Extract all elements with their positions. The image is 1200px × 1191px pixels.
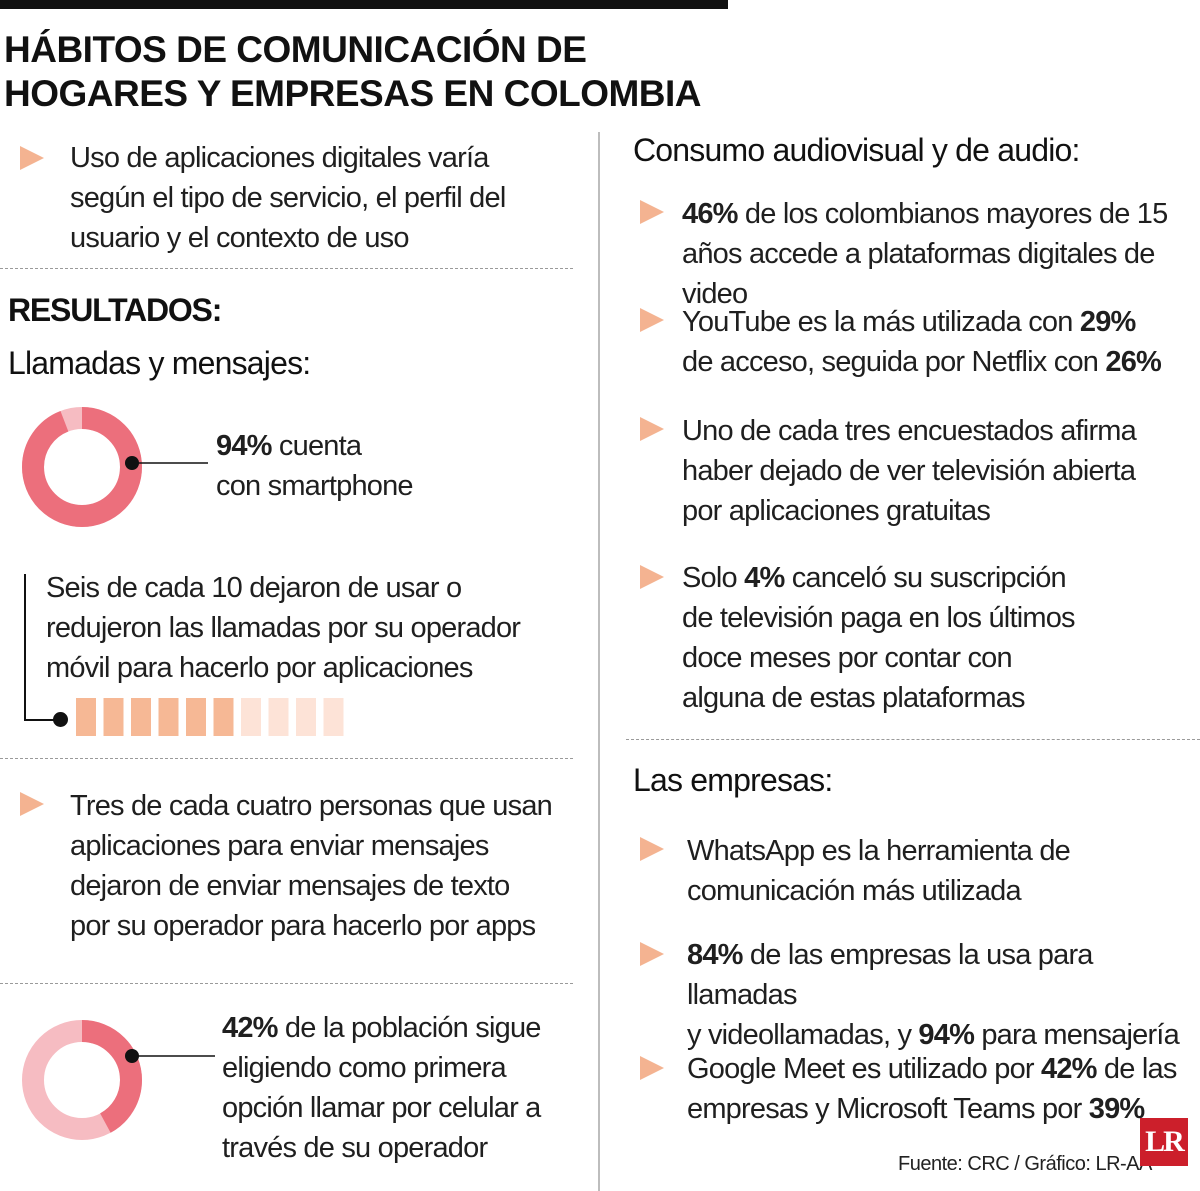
meet-teams-text: Google Meet es utilizado por 42% de las … (687, 1053, 1177, 1125)
bullet-triangle-icon (640, 942, 664, 966)
bullet-triangle-icon (20, 792, 44, 816)
divider (0, 758, 573, 759)
whatsapp-text: WhatsApp es la herramienta de comunicaci… (687, 835, 1071, 907)
paid-tv-text: Solo 4% canceló su suscripción de televi… (682, 562, 1076, 714)
youtube-text: YouTube es la más utilizada con 29% de a… (682, 306, 1162, 378)
bullet-triangle-icon (640, 308, 664, 332)
population-text: 42% de la población sigue eligiendo como… (222, 1012, 541, 1164)
bullet-triangle-icon (640, 200, 664, 224)
title-line-2: HOGARES Y EMPRESAS EN COLOMBIA (4, 73, 702, 114)
smartphone-donut (22, 407, 208, 527)
smartphone-text: 94% cuenta con smartphone (216, 430, 414, 502)
pictogram-unit-empty (268, 698, 289, 736)
bracket-foot (24, 719, 62, 721)
video-platforms-text: 46% de los colombianos mayores de 15 año… (682, 198, 1168, 310)
six-of-ten-pictogram (76, 698, 344, 736)
pictogram-unit-filled (76, 698, 96, 736)
population-donut (22, 1020, 215, 1140)
page-title: HÁBITOS DE COMUNICACIÓN DE HOGARES Y EMP… (4, 28, 764, 116)
pictogram-unit-empty (323, 698, 344, 736)
divider (626, 739, 1200, 740)
donut-value-arc (22, 1020, 142, 1140)
pictogram-unit-filled (213, 698, 234, 736)
calls-heading: Llamadas y mensajes: (8, 345, 311, 381)
bullet-triangle-icon (640, 837, 664, 861)
divider (0, 983, 573, 984)
pictogram-unit-filled (158, 698, 179, 736)
bullet-triangle-icon (640, 1056, 664, 1080)
six-of-ten-text: Seis de cada 10 dejaron de usar o reduje… (46, 572, 521, 684)
title-line-1: HÁBITOS DE COMUNICACIÓN DE (4, 29, 587, 70)
source-credit: Fuente: CRC / Gráfico: LR-AA (898, 1153, 1152, 1175)
companies-heading: Las empresas: (633, 762, 833, 798)
top-rule (0, 0, 728, 9)
pictogram-unit-filled (131, 698, 151, 736)
bullet-triangle-icon (640, 417, 664, 441)
intro-text: Uso de aplicaciones digitales varía segú… (70, 142, 506, 254)
leader-dot (125, 456, 139, 470)
column-divider (598, 132, 600, 1191)
pictogram-unit-empty (241, 698, 261, 736)
lr-logo: LR (1140, 1118, 1188, 1166)
calls-messaging-text: 84% de las empresas la usa para llamadas… (687, 939, 1180, 1051)
bracket-dot (53, 712, 68, 727)
bullet-triangle-icon (20, 146, 44, 170)
three-of-four-text: Tres de cada cuatro personas que usan ap… (70, 790, 553, 942)
pictogram-unit-empty (296, 698, 316, 736)
audiovisual-heading: Consumo audiovisual y de audio: (633, 132, 1080, 168)
donut-value-arc (22, 407, 142, 527)
pictogram-unit-filled (186, 698, 206, 736)
divider (0, 268, 573, 269)
open-tv-text: Uno de cada tres encuestados afirma habe… (682, 415, 1137, 527)
bullet-triangle-icon (640, 565, 664, 589)
results-label: RESULTADOS: (8, 292, 222, 328)
bracket-line (24, 574, 26, 720)
leader-dot (125, 1049, 139, 1063)
pictogram-unit-filled (103, 698, 124, 736)
